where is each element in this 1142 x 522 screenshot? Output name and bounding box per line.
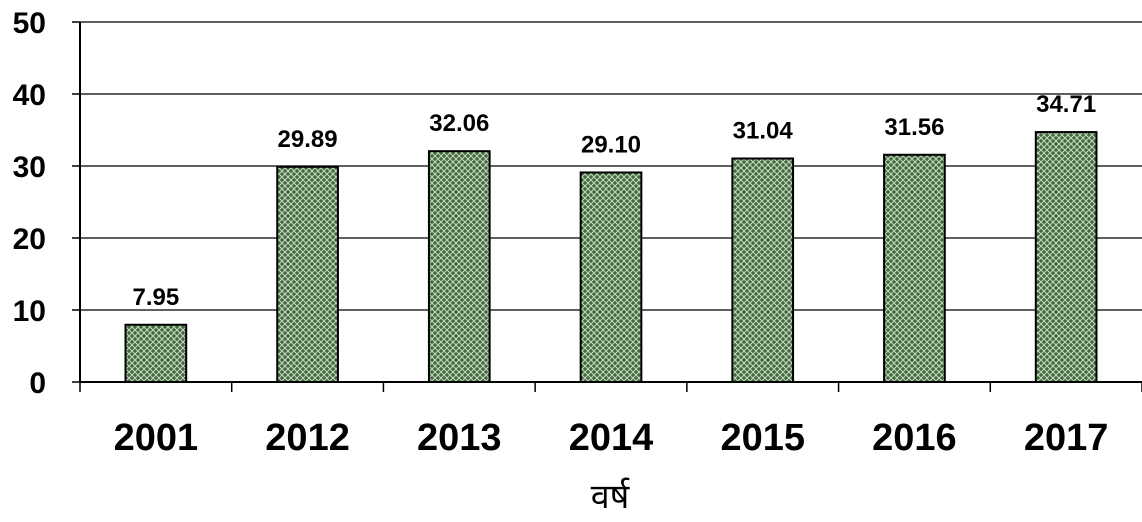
bar-2017 (1034, 131, 1098, 383)
data-label-2014: 29.10 (581, 131, 641, 158)
x-tick-label-2017: 2017 (1024, 417, 1109, 459)
y-tick-label-30: 30 (13, 151, 46, 184)
gridlines (80, 21, 1142, 311)
x-tick-label-2016: 2016 (872, 417, 957, 459)
bar-2013 (427, 150, 491, 383)
y-tick-label-50: 50 (13, 7, 46, 40)
x-tick-label-2013: 2013 (417, 417, 502, 459)
data-label-2015: 31.04 (733, 118, 794, 145)
axes (72, 21, 1142, 392)
x-tick-label-2014: 2014 (569, 417, 654, 459)
x-tick-label-2012: 2012 (265, 417, 350, 459)
bar-2012 (276, 165, 339, 383)
y-tick-label-0: 0 (29, 367, 46, 400)
data-label-2001: 7.95 (132, 284, 179, 311)
y-tick-label-10: 10 (13, 295, 46, 328)
data-label-2016: 31.56 (884, 114, 944, 141)
x-tick-label-2015: 2015 (720, 417, 805, 459)
data-label-2017: 34.71 (1036, 91, 1096, 118)
bar-2016 (883, 153, 946, 383)
bar-2001 (124, 323, 188, 384)
data-label-2012: 29.89 (278, 126, 338, 153)
y-tick-label-20: 20 (13, 223, 46, 256)
labels: 0 10 20 30 40 50 7.95 2001 29.89 2012 32.06 2013 29.… (13, 7, 1109, 459)
bar-2014 (579, 171, 643, 383)
bar-2015 (731, 157, 795, 383)
data-label-2013: 32.06 (429, 110, 489, 137)
y-tick-label-40: 40 (13, 79, 46, 112)
x-axis-title: वर्ष (591, 477, 631, 517)
bars (124, 131, 1098, 384)
x-tick-label-2001: 2001 (114, 417, 199, 459)
